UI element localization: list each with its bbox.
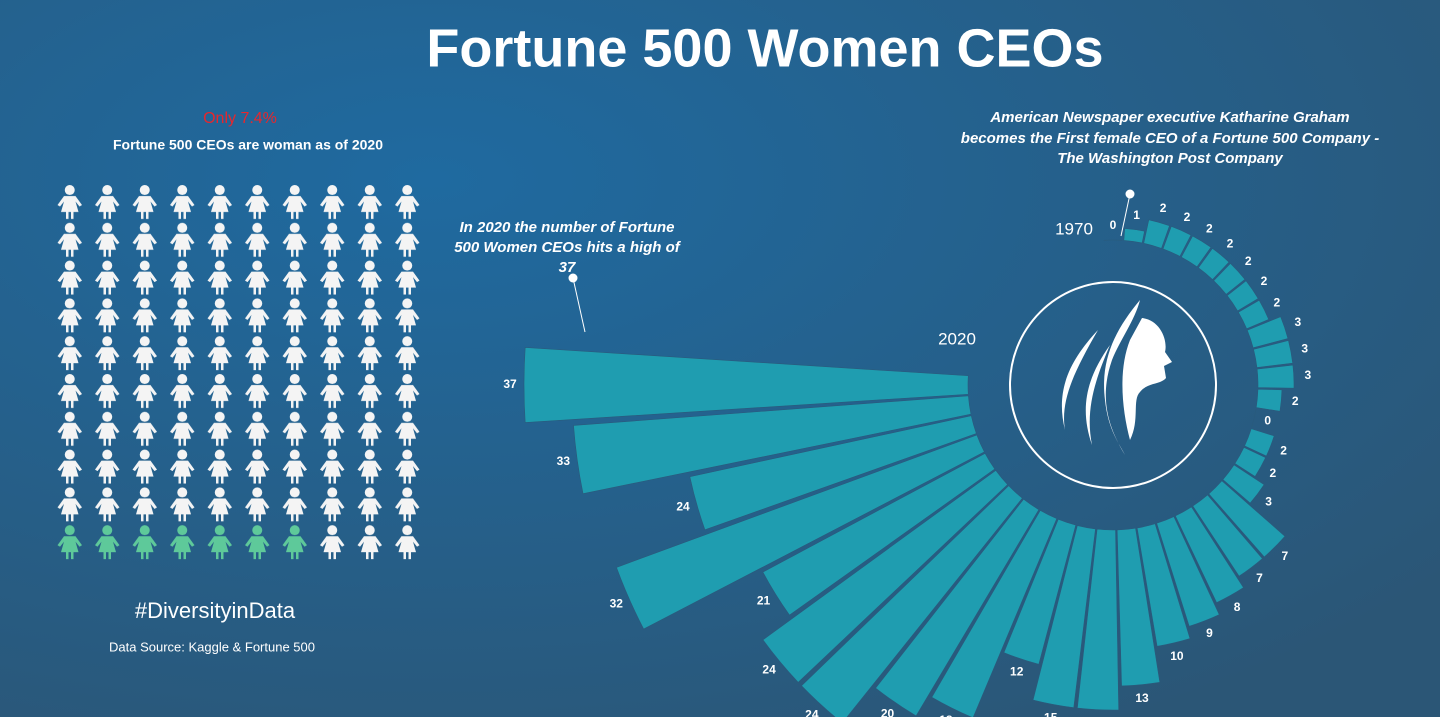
end-year: 2020	[938, 329, 976, 348]
value-label: 3	[1304, 368, 1311, 382]
value-label: 2	[1160, 201, 1167, 215]
bar	[1257, 365, 1294, 388]
annotation: In 2020 the number of Fortune	[459, 219, 674, 236]
bar	[1256, 389, 1282, 411]
start-year: 1970	[1055, 219, 1093, 238]
annotation: becomes the First female CEO of a Fortun…	[961, 130, 1379, 147]
value-label: 12	[1010, 664, 1024, 678]
hashtag: #DiversityinData	[135, 598, 296, 623]
value-label: 15	[1044, 710, 1058, 717]
value-label: 7	[1256, 571, 1263, 585]
title: Fortune 500 Women CEOs	[426, 18, 1103, 78]
value-label: 21	[757, 594, 771, 608]
value-label: 10	[1170, 649, 1184, 663]
value-label: 13	[1135, 691, 1149, 705]
value-label: 33	[557, 454, 571, 468]
value-label: 2	[1273, 296, 1280, 310]
annotation: 37	[559, 259, 576, 276]
annotation: 500 Women CEOs hits a high of	[454, 239, 682, 256]
value-label: 0	[1264, 414, 1271, 428]
value-label: 7	[1281, 549, 1288, 563]
value-label: 37	[503, 377, 517, 391]
value-label: 20	[881, 706, 895, 717]
value-label: 3	[1301, 341, 1308, 355]
annotation: American Newspaper executive Katharine G…	[989, 109, 1349, 126]
value-label: 1	[1133, 208, 1140, 222]
annotation: The Washington Post Company	[1057, 150, 1283, 167]
bar	[1124, 228, 1145, 243]
value-label: 0	[1110, 218, 1117, 232]
pictogram-men	[314, 524, 427, 562]
value-label: 24	[676, 499, 690, 513]
value-label: 8	[1234, 600, 1241, 614]
value-label: 24	[805, 708, 819, 717]
value-label: 2	[1261, 274, 1268, 288]
highlight: Only 7.4%	[203, 110, 277, 127]
value-label: 2	[1270, 466, 1277, 480]
value-label: 3	[1295, 315, 1302, 329]
pictogram-women	[51, 524, 314, 562]
pictogram	[51, 184, 426, 524]
value-label: 9	[1206, 626, 1213, 640]
value-label: 3	[1265, 495, 1272, 509]
source: Data Source: Kaggle & Fortune 500	[109, 639, 315, 654]
value-label: 2	[1227, 236, 1234, 250]
value-label: 2	[1245, 254, 1252, 268]
value-label: 2	[1206, 222, 1213, 236]
subtitle: Fortune 500 CEOs are woman as of 2020	[113, 137, 383, 153]
value-label: 2	[1184, 210, 1191, 224]
value-label: 18	[939, 713, 953, 717]
value-label: 32	[610, 597, 624, 611]
value-label: 2	[1280, 443, 1287, 457]
pointer-dot	[1126, 190, 1135, 199]
value-label: 2	[1292, 394, 1299, 408]
value-label: 24	[762, 663, 776, 677]
